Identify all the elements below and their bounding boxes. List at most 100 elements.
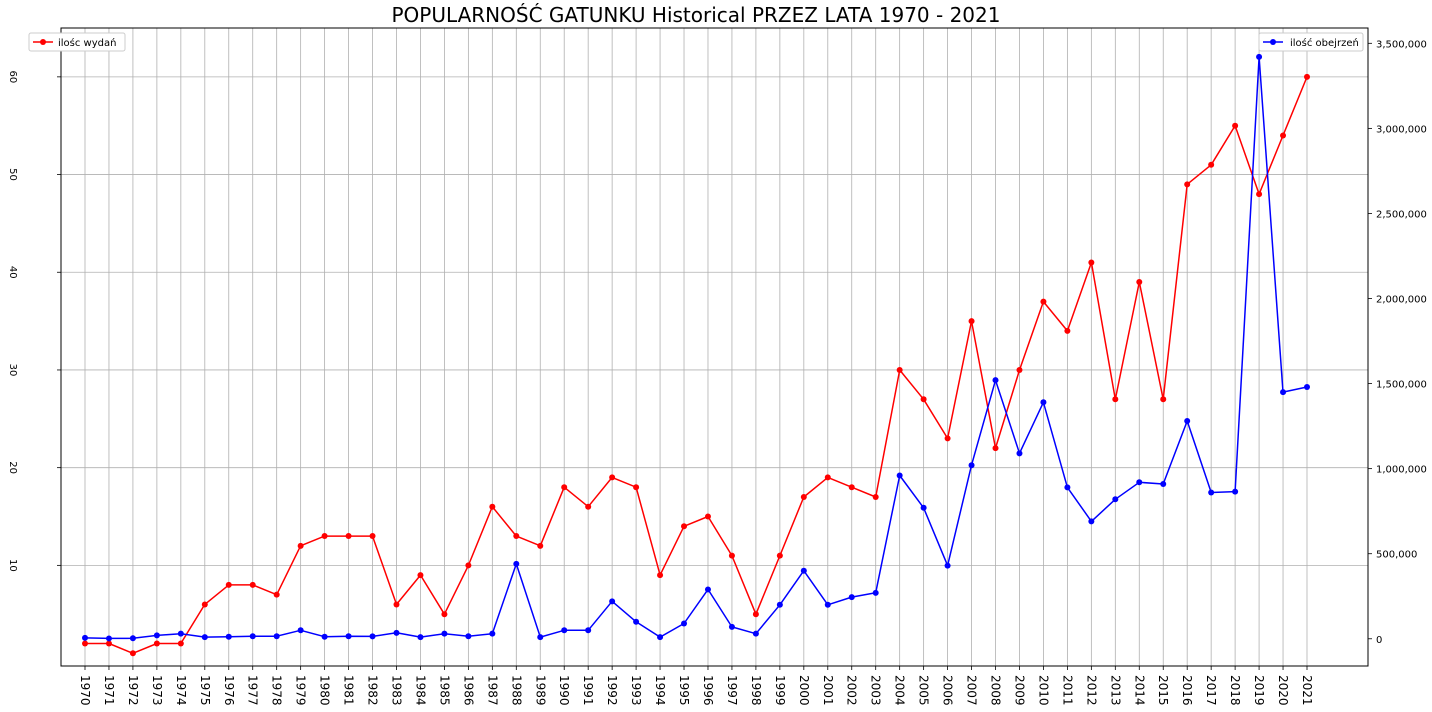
- series-2-point: [393, 629, 400, 636]
- series-2-point: [1160, 480, 1167, 487]
- series-2-point: [1304, 383, 1310, 390]
- series-2-point: [1280, 389, 1287, 396]
- left-tick-label: 60: [7, 70, 18, 83]
- series-2-point: [776, 601, 783, 608]
- right-tick-label: 3,000,000: [1376, 124, 1427, 135]
- x-tick-label: 1984: [413, 675, 427, 706]
- x-tick-label: 2005: [917, 675, 931, 706]
- x-tick-label: 1996: [701, 675, 715, 706]
- series-2-point: [1232, 488, 1239, 495]
- x-tick-label: 1992: [605, 675, 619, 706]
- x-tick-label: 1970: [78, 675, 92, 706]
- series-1-point: [513, 533, 520, 540]
- series-1-point: [1016, 366, 1023, 373]
- series-2-point: [848, 594, 855, 601]
- x-tick-label: 1993: [629, 675, 643, 706]
- x-tick-label: 2013: [1108, 675, 1122, 706]
- series-2-point: [681, 620, 688, 627]
- series-2-point: [537, 634, 544, 641]
- left-tick-label: 30: [7, 364, 18, 377]
- series-line-2: [84, 56, 1308, 640]
- x-tick-label: 2002: [845, 675, 859, 706]
- series-1-point: [704, 513, 711, 520]
- x-axis: 1970 1971 1972 1973 1974 1975 1976 1977 1978 1979…: [78, 666, 1314, 706]
- x-tick-label: 2007: [965, 675, 979, 706]
- series-layer: [82, 53, 1310, 657]
- left-tick-label: 40: [7, 266, 18, 279]
- x-tick-label: 2017: [1204, 675, 1218, 706]
- series-1-point: [129, 650, 136, 657]
- series-1-point: [297, 542, 304, 549]
- x-tick-label: 2008: [989, 675, 1003, 706]
- right-tick-label: 500,000: [1376, 550, 1417, 561]
- series-2-point: [752, 630, 759, 637]
- series-1-point: [800, 493, 807, 500]
- series-2-point: [297, 627, 304, 634]
- legend-right: ilość obejrzeń: [1258, 32, 1364, 52]
- x-tick-label: 1980: [318, 675, 332, 706]
- series-1-point: [1256, 191, 1263, 198]
- series-1-point: [561, 484, 568, 491]
- x-tick-label: 1975: [198, 675, 212, 706]
- series-1-point: [82, 640, 88, 647]
- legend-right-label: ilość obejrzeń: [1290, 37, 1359, 49]
- series-2-point: [824, 601, 831, 608]
- series-2-point: [153, 632, 160, 639]
- x-tick-label: 1986: [461, 675, 475, 706]
- x-tick-label: 1982: [366, 675, 380, 706]
- x-tick-label: 1989: [533, 675, 547, 706]
- legend-right-box: [1258, 32, 1364, 52]
- right-tick-label: 0: [1376, 635, 1382, 646]
- series-1-point: [872, 493, 879, 500]
- x-tick-label: 2018: [1228, 675, 1242, 706]
- series-1-point: [752, 611, 759, 618]
- x-tick-label: 2020: [1276, 675, 1290, 706]
- series-2-point: [201, 634, 208, 641]
- x-tick-label: 1991: [581, 675, 595, 706]
- series-1-point: [345, 533, 352, 540]
- x-tick-label: 1981: [342, 675, 356, 706]
- series-1-point: [537, 542, 544, 549]
- series-2-point: [561, 627, 568, 634]
- series-1-point: [776, 552, 783, 559]
- left-tick-label: 20: [7, 461, 18, 474]
- series-1-point: [728, 552, 735, 559]
- right-tick-label: 1,500,000: [1376, 380, 1427, 391]
- x-tick-label: 1994: [653, 675, 667, 706]
- x-tick-label: 2006: [941, 675, 955, 706]
- series-2-point: [872, 589, 879, 596]
- series-2-point: [1136, 479, 1143, 486]
- right-tick-label: 2,000,000: [1376, 295, 1427, 306]
- series-1-point: [896, 366, 903, 373]
- series-1-point: [153, 640, 160, 647]
- series-2-point: [992, 377, 999, 384]
- series-1-point: [441, 611, 448, 618]
- series-1-point: [489, 503, 496, 510]
- x-tick-label: 2014: [1132, 675, 1146, 706]
- x-tick-label: 2000: [797, 675, 811, 706]
- series-2-point: [321, 633, 328, 640]
- series-2-point: [1064, 484, 1071, 491]
- series-1-point: [393, 601, 400, 608]
- series-1-point: [465, 562, 472, 569]
- series-2-point: [1016, 450, 1023, 457]
- series-1-point: [848, 484, 855, 491]
- series-2-point: [249, 633, 256, 640]
- x-tick-label: 2015: [1156, 675, 1170, 706]
- series-2-point: [1208, 489, 1215, 496]
- series-2-point: [609, 598, 616, 605]
- x-tick-label: 1983: [389, 675, 403, 706]
- left-tick-label: 10: [7, 559, 18, 572]
- series-1-point: [585, 503, 592, 510]
- series-2-point: [704, 586, 711, 593]
- x-tick-label: 1979: [294, 675, 308, 706]
- x-tick-label: 1978: [270, 675, 284, 706]
- x-tick-label: 2010: [1036, 675, 1050, 706]
- series-1-point: [1280, 132, 1287, 139]
- series-2-point: [465, 633, 472, 640]
- series-2-point: [417, 634, 424, 641]
- series-1-point: [273, 591, 280, 598]
- plot-area: [60, 27, 1369, 667]
- series-1-point: [944, 435, 951, 442]
- right-tick-label: 1,000,000: [1376, 465, 1427, 476]
